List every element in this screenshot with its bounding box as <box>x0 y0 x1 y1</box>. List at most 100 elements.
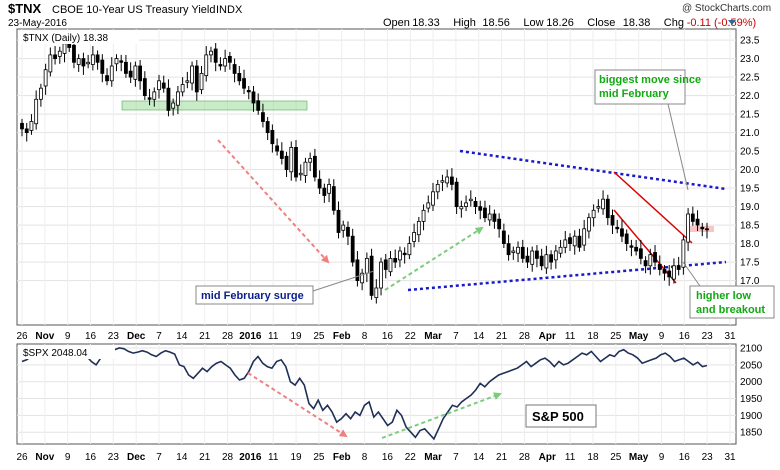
candle-body <box>275 145 280 152</box>
candle-body <box>464 202 468 207</box>
candle-body <box>653 252 657 263</box>
candle-body <box>289 146 294 173</box>
candle-body <box>48 54 53 73</box>
candle-body <box>516 246 520 254</box>
x-tick-label-bottom: 21 <box>199 452 211 463</box>
x-tick-label-top: Apr <box>539 331 556 342</box>
price-y-tick-label: 22.5 <box>740 73 760 84</box>
header-exchange: INDX <box>216 4 243 16</box>
candle-body <box>596 206 601 209</box>
triangle-down-icon[interactable] <box>728 20 736 25</box>
candle-body <box>582 228 587 246</box>
candle-body <box>67 43 72 48</box>
candle-body <box>681 239 686 268</box>
callout-text-higher-2: and breakout <box>696 304 765 316</box>
spx-y-tick-label: 2000 <box>740 377 763 388</box>
candle-body <box>223 58 228 67</box>
down-arrow-spx <box>247 372 348 438</box>
price-y-tick-label: 19.0 <box>740 202 760 213</box>
candle-body <box>440 180 445 183</box>
x-tick-label-bottom: May <box>629 452 649 463</box>
candle-body <box>705 228 709 231</box>
candle-body <box>270 129 275 145</box>
down-arrow-price <box>217 139 330 264</box>
spx-panel-frame <box>16 343 737 445</box>
x-tick-label-bottom: 18 <box>587 452 599 463</box>
candle-body <box>530 250 535 265</box>
x-tick-label-bottom: 19 <box>291 452 303 463</box>
candle-body <box>20 122 24 130</box>
x-tick-label-bottom: 21 <box>496 452 508 463</box>
x-tick-label-bottom: 28 <box>222 452 234 463</box>
candle-body <box>261 112 265 122</box>
stat-label-open: Open <box>383 17 410 29</box>
x-tick-label-top: 21 <box>199 331 211 342</box>
candle-body <box>312 155 317 178</box>
x-tick-label-top: 9 <box>65 331 71 342</box>
spx-y-tick-label: 1900 <box>740 411 763 422</box>
candle-body <box>105 75 109 82</box>
candle-body <box>355 259 360 282</box>
candle-body <box>672 265 676 280</box>
x-tick-label-top: Nov <box>35 331 54 342</box>
candle-body <box>553 250 558 261</box>
x-tick-label-bottom: 8 <box>362 452 368 463</box>
candle-body <box>431 191 435 206</box>
candle-body <box>171 102 176 109</box>
x-tick-label-top: 16 <box>85 331 97 342</box>
x-tick-label-top: 7 <box>156 331 162 342</box>
x-tick-label-bottom: 9 <box>65 452 71 463</box>
candle-body <box>331 186 336 211</box>
x-tick-label-top: 23 <box>108 331 120 342</box>
price-stats: Open 18.33 High 18.56 Low 18.26 Close 18.38 Chg -… <box>383 17 756 29</box>
candle-body <box>478 206 483 211</box>
stat-value-high: 18.56 <box>482 17 510 29</box>
x-tick-label-bottom: 14 <box>473 452 485 463</box>
candle-body <box>605 198 610 219</box>
stat-label-chg: Chg <box>664 17 684 29</box>
spx-legend-box <box>19 346 115 359</box>
candle-body <box>147 97 152 100</box>
candle-body <box>445 176 450 184</box>
upper-trendline <box>459 149 727 191</box>
candle-body <box>459 206 464 210</box>
callout-pointer-biggest <box>667 103 689 191</box>
candle-body <box>209 50 213 56</box>
candle-body <box>492 213 497 222</box>
candle-body <box>204 54 209 77</box>
channel-upper-line <box>613 171 693 244</box>
header-symbol: $TNX <box>8 1 42 16</box>
candle-body <box>95 54 100 63</box>
header-name: CBOE 10-Year US Treasury Yield <box>52 4 215 16</box>
x-tick-label-top: 16 <box>679 331 691 342</box>
candle-body <box>284 155 289 170</box>
candle-body <box>336 209 341 233</box>
candle-body <box>412 232 417 242</box>
candle-body <box>213 48 218 63</box>
candle-body <box>114 58 119 65</box>
x-tick-label-bottom: 11 <box>565 452 576 463</box>
candle-body <box>379 261 383 289</box>
candle-body <box>435 183 440 193</box>
x-tick-label-bottom: Apr <box>539 452 556 463</box>
x-tick-label-bottom: 7 <box>156 452 162 463</box>
candle-body <box>369 255 374 296</box>
x-tick-label-top: 14 <box>473 331 485 342</box>
candle-body <box>648 254 653 267</box>
candle-body <box>620 228 624 237</box>
candle-body <box>535 250 539 259</box>
x-tick-label-top: 23 <box>702 331 714 342</box>
candle-body <box>317 178 322 189</box>
candle-body <box>388 257 393 273</box>
candle-body <box>242 78 246 89</box>
price-y-tick-label: 17.5 <box>740 258 760 269</box>
callout-text-biggest-1: biggest move since <box>599 74 701 86</box>
candle-body <box>180 84 185 93</box>
price-y-ticks: 17.0 17.5 18.0 18.5 19.0 19.5 20.0 20.5 21.0 21.5… <box>740 36 760 288</box>
candle-body <box>520 246 525 259</box>
candle-body <box>402 252 407 256</box>
stat-label-low: Low <box>523 17 543 29</box>
candle-body <box>303 161 308 176</box>
candle-body <box>128 70 133 78</box>
candle-body <box>57 50 62 57</box>
